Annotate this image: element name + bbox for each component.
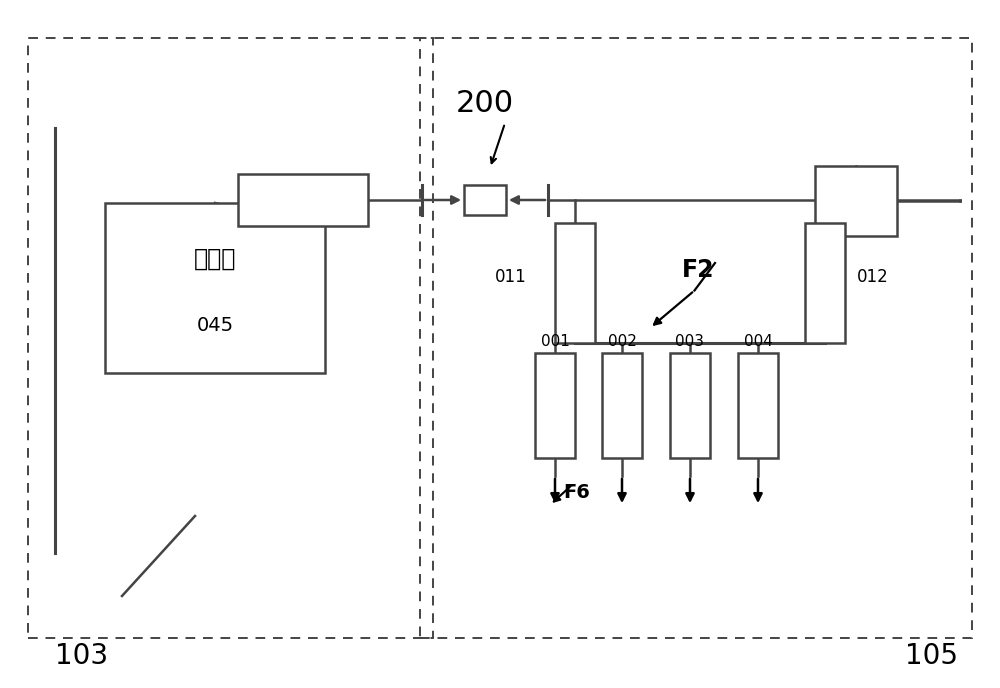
Bar: [815, 166, 897, 236]
Bar: [738, 353, 778, 458]
Bar: [602, 353, 642, 458]
Text: 001: 001: [541, 334, 569, 349]
Bar: [535, 353, 575, 458]
Text: 012: 012: [857, 268, 889, 286]
Bar: [464, 185, 506, 215]
Text: 011: 011: [495, 268, 527, 286]
Text: 103: 103: [55, 642, 108, 670]
Text: 004: 004: [744, 334, 772, 349]
Bar: [420, 38, 972, 638]
Bar: [805, 223, 845, 343]
Text: 003: 003: [676, 334, 704, 349]
Bar: [555, 223, 595, 343]
Text: 105: 105: [905, 642, 958, 670]
Text: 045: 045: [196, 316, 234, 335]
Bar: [105, 203, 325, 373]
Text: 200: 200: [456, 89, 514, 118]
Bar: [28, 38, 433, 638]
Text: 党岩线: 党岩线: [194, 247, 236, 271]
Text: 002: 002: [608, 334, 636, 349]
Bar: [670, 353, 710, 458]
Bar: [238, 174, 368, 226]
Text: F2: F2: [682, 258, 714, 282]
Text: F6: F6: [563, 484, 590, 502]
